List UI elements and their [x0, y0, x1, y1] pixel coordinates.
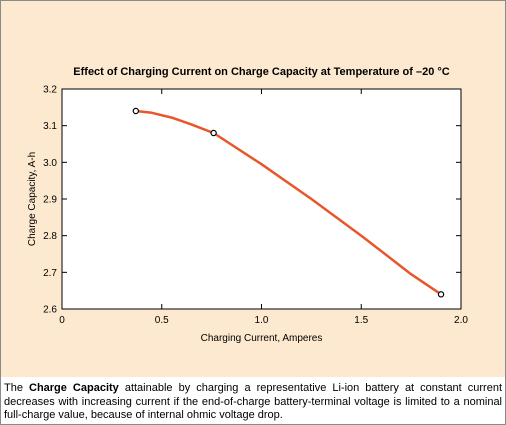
caption-text-1: The — [4, 382, 29, 394]
x-axis-label: Charging Current, Amperes — [201, 333, 323, 344]
y-tick-label: 2.7 — [43, 268, 57, 279]
x-tick-label: 2.0 — [454, 315, 468, 326]
caption-bold-term: Charge Capacity — [29, 382, 119, 394]
y-tick-label: 3.1 — [43, 121, 57, 132]
chart-title: Effect of Charging Current on Charge Cap… — [73, 66, 449, 78]
series-line — [134, 109, 443, 296]
data-point — [210, 129, 217, 137]
data-point — [132, 107, 140, 115]
y-tick-label: 2.9 — [43, 195, 57, 206]
data-point — [437, 291, 445, 298]
plot-area — [61, 88, 462, 310]
y-tick-label: 3.0 — [43, 158, 57, 169]
figure-caption: The Charge Capacity attainable by chargi… — [4, 382, 502, 423]
x-tick-label: 0 — [59, 315, 65, 326]
y-tick-label: 3.2 — [43, 85, 57, 96]
y-tick-label: 2.6 — [43, 305, 57, 316]
chart: Effect of Charging Current on Charge Cap… — [27, 66, 468, 344]
y-tick-label: 2.8 — [43, 231, 57, 242]
x-tick-label: 1.0 — [255, 315, 269, 326]
x-tick-label: 1.5 — [354, 315, 368, 326]
caption-text-2: attainable by charging a representative … — [4, 382, 503, 421]
y-axis-label: Charge Capacity, A-h — [27, 152, 38, 246]
x-tick-label: 0.5 — [155, 315, 169, 326]
